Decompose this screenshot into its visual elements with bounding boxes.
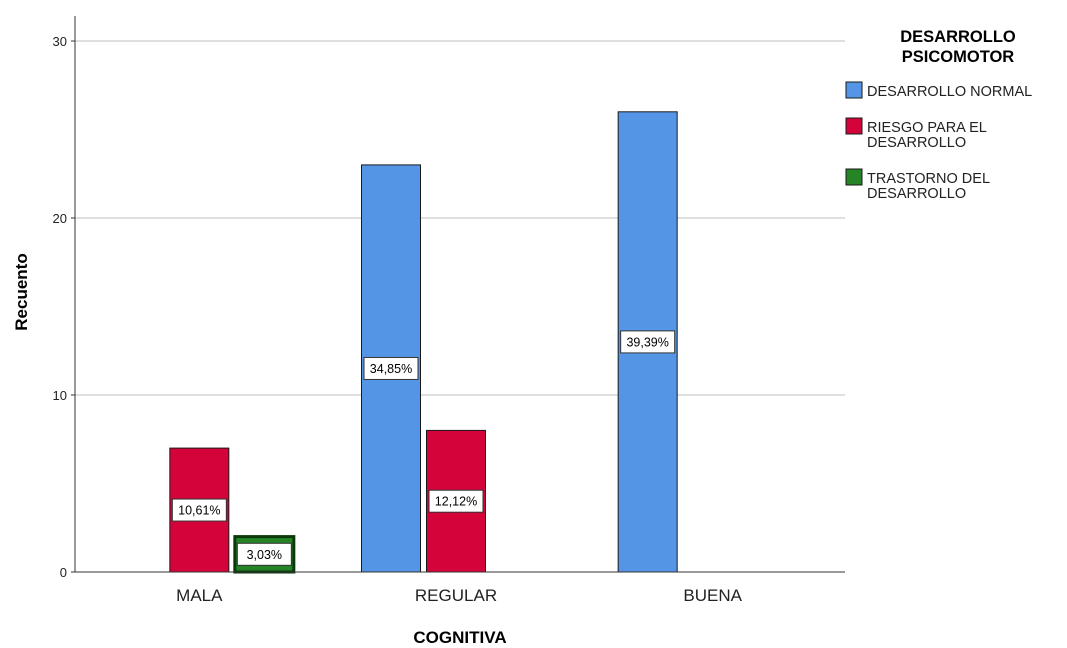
data-label-box (620, 330, 676, 354)
data-label-box (171, 498, 227, 522)
data-label: 12,12% (435, 495, 477, 509)
legend: DESARROLLO PSICOMOTOR DESARROLLO NORMAL RIE… (845, 28, 1032, 202)
x-tick-label: MALA (176, 586, 223, 605)
legend-swatch (845, 168, 863, 186)
legend-label: TRASTORNO DEL (867, 171, 990, 187)
gridlines (75, 40, 845, 396)
legend-label: DESARROLLO (867, 186, 966, 202)
x-tick-label: REGULAR (415, 586, 497, 605)
data-label: 34,85% (370, 362, 412, 376)
legend-label: DESARROLLO (867, 135, 966, 151)
legend-title: DESARROLLO (900, 28, 1016, 46)
data-label: 10,61% (178, 504, 220, 518)
x-axis-title: COGNITIVA (413, 628, 506, 647)
data-label-box (363, 356, 419, 380)
axes: 0 10 20 30 MALA REGULAR BUENA (53, 16, 845, 605)
legend-title: PSICOMOTOR (902, 48, 1015, 66)
legend-label: RIESGO PARA EL (867, 120, 987, 136)
data-label: 3,03% (247, 548, 282, 562)
data-label-box (428, 489, 484, 513)
legend-label: DESARROLLO NORMAL (867, 84, 1032, 100)
x-tick-label: BUENA (683, 586, 742, 605)
bars (169, 111, 678, 574)
y-tick-label: 20 (53, 211, 67, 226)
y-tick-label: 10 (53, 388, 67, 403)
data-label: 39,39% (626, 335, 668, 349)
y-tick-label: 0 (60, 565, 67, 580)
y-axis-title: Recuento (12, 253, 31, 330)
data-label-box (236, 542, 292, 566)
legend-swatch (845, 117, 863, 135)
y-tick-label: 30 (53, 34, 67, 49)
data-labels: 10,61% 3,03% 34,85% 12,12% 39,39% (171, 330, 676, 566)
legend-swatch (845, 81, 863, 99)
